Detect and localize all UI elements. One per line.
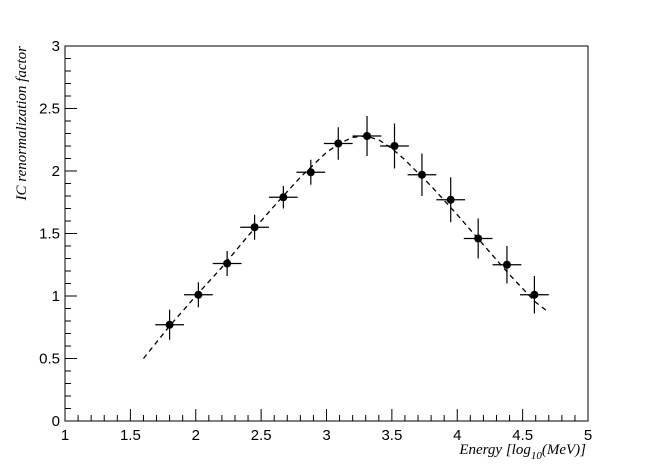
data-point [352, 116, 382, 156]
x-tick-label: 2.5 [251, 427, 272, 444]
x-tick-label: 2 [192, 427, 200, 444]
point-marker [194, 290, 203, 299]
data-point [296, 159, 326, 185]
y-axis-label: IC renormalization factor [14, 46, 30, 202]
x-tick-label: 1.5 [120, 427, 141, 444]
x-tick-label: 1 [61, 427, 69, 444]
point-marker [334, 139, 343, 148]
point-marker [165, 320, 174, 329]
point-marker [363, 132, 372, 140]
data-point [407, 153, 437, 196]
x-axis-label-tail: (MeV)] [542, 442, 586, 458]
x-tick-label: 4.5 [512, 427, 533, 444]
y-tick-label: 1.5 [39, 226, 60, 243]
data-point [492, 246, 522, 284]
x-axis-label: Energy [log10(MeV)] [458, 442, 586, 462]
data-point [183, 282, 213, 308]
data-point [436, 177, 466, 223]
y-tick-label: 0.5 [39, 351, 60, 368]
point-marker [306, 168, 315, 177]
point-marker [417, 170, 426, 179]
fit-curve-dashed [142, 135, 550, 359]
x-axis-label-subscript: 10 [531, 450, 543, 462]
y-tick-label: 1 [52, 288, 60, 305]
tick-labels: 1 1.5 2 2.5 3 3.5 4 4.5 5 0 0.5 1 1.5 2 2.5 3 [39, 38, 592, 444]
y-tick-label: 0 [52, 413, 60, 430]
plot-frame [64, 45, 589, 422]
y-tick-label: 2 [52, 163, 60, 180]
x-tick-label: 3.5 [381, 427, 402, 444]
data-point [380, 123, 409, 169]
point-marker [474, 234, 483, 243]
data-point [463, 218, 493, 259]
data-point [323, 127, 353, 160]
data-point [240, 214, 269, 240]
x-tick-label: 5 [584, 427, 592, 444]
x-tick-label: 3 [322, 427, 330, 444]
data-point [268, 186, 298, 209]
x-tick-label: 4 [453, 427, 461, 444]
ticks [64, 45, 589, 422]
point-marker [250, 223, 259, 232]
data-point [155, 309, 184, 340]
point-marker [279, 193, 288, 202]
point-marker [502, 260, 511, 269]
data-point [520, 276, 549, 314]
axes [64, 45, 589, 422]
point-marker [390, 142, 399, 150]
point-marker [530, 290, 539, 299]
point-marker [446, 195, 455, 204]
y-tick-label: 3 [52, 38, 60, 55]
data-points [155, 116, 549, 340]
y-tick-label: 2.5 [39, 101, 60, 118]
data-point [212, 251, 242, 276]
point-marker [223, 259, 232, 268]
x-axis-label-main: Energy [log [458, 442, 531, 458]
